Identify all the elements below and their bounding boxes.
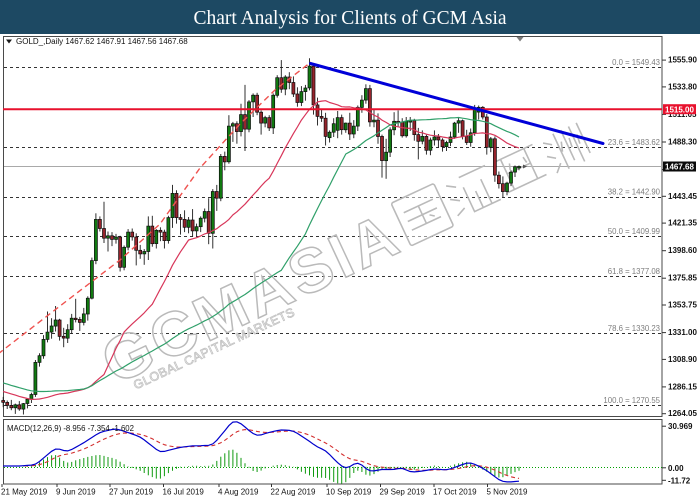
svg-text:21 May 2019: 21 May 2019	[1, 488, 48, 497]
svg-text:1421.35: 1421.35	[668, 219, 697, 228]
svg-text:27 Jun 2019: 27 Jun 2019	[109, 488, 154, 497]
svg-text:29 Sep 2019: 29 Sep 2019	[380, 488, 426, 497]
svg-text:1467.68: 1467.68	[665, 163, 694, 172]
svg-text:Chart Analysis for Clients of: Chart Analysis for Clients of GCM Asia	[193, 8, 506, 29]
svg-text:61.8 = 1377.08: 61.8 = 1377.08	[608, 267, 660, 276]
svg-text:1286.15: 1286.15	[668, 382, 697, 391]
svg-text:23.6 = 1483.62: 23.6 = 1483.62	[608, 138, 660, 147]
svg-text:78.6 = 1330.23: 78.6 = 1330.23	[608, 324, 660, 333]
svg-text:MACD(12,26,9) -8.956 -7.354 -1: MACD(12,26,9) -8.956 -7.354 -1.602	[7, 424, 134, 433]
svg-text:9 Jun 2019: 9 Jun 2019	[56, 488, 96, 497]
svg-text:1488.30: 1488.30	[668, 138, 697, 147]
svg-text:GOLD_,Daily 1467.62 1467.91 1: GOLD_,Daily 1467.62 1467.91 1467.56 1467…	[16, 37, 188, 46]
svg-text:1533.80: 1533.80	[668, 82, 697, 91]
svg-text:1264.05: 1264.05	[668, 409, 697, 418]
svg-text:0.00: 0.00	[668, 464, 684, 473]
svg-text:0.0 = 1549.43: 0.0 = 1549.43	[612, 58, 660, 67]
svg-text:1308.90: 1308.90	[668, 355, 697, 364]
svg-text:-11.72: -11.72	[668, 476, 691, 485]
svg-text:1443.45: 1443.45	[668, 192, 697, 201]
svg-text:1511.05: 1511.05	[668, 110, 697, 119]
svg-text:1375.85: 1375.85	[668, 274, 697, 283]
svg-text:17 Oct 2019: 17 Oct 2019	[433, 488, 477, 497]
svg-text:30.969: 30.969	[668, 422, 693, 431]
svg-text:1515.00: 1515.00	[665, 105, 694, 114]
svg-text:50.0 = 1409.99: 50.0 = 1409.99	[608, 227, 660, 236]
svg-text:100.0 = 1270.55: 100.0 = 1270.55	[603, 396, 660, 405]
svg-text:22 Aug 2019: 22 Aug 2019	[271, 488, 316, 497]
svg-text:16 Jul 2019: 16 Jul 2019	[163, 488, 205, 497]
svg-text:1331.00: 1331.00	[668, 328, 697, 337]
svg-text:1353.75: 1353.75	[668, 301, 697, 310]
svg-text:4 Aug 2019: 4 Aug 2019	[218, 488, 259, 497]
svg-text:10 Sep 2019: 10 Sep 2019	[326, 488, 372, 497]
svg-text:38.2 = 1442.90: 38.2 = 1442.90	[608, 187, 661, 196]
svg-text:1398.60: 1398.60	[668, 246, 697, 255]
svg-text:5 Nov 2019: 5 Nov 2019	[487, 488, 528, 497]
svg-text:1555.90: 1555.90	[668, 56, 697, 65]
